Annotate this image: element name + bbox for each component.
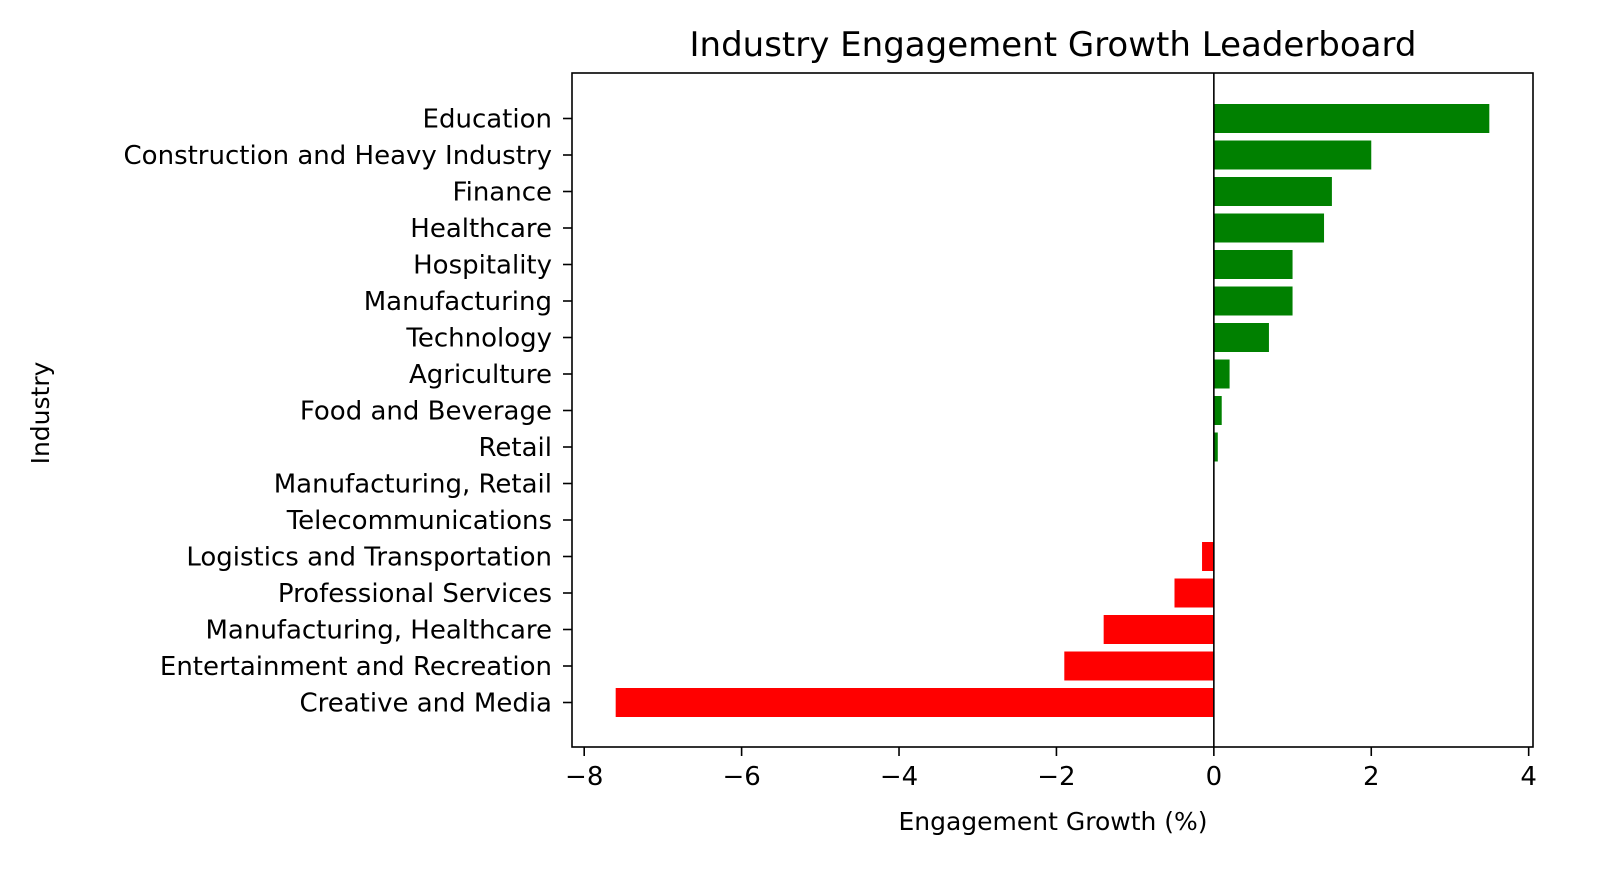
y-axis-label: Industry xyxy=(26,361,55,464)
x-tick-label: 4 xyxy=(1520,762,1537,792)
bar xyxy=(1213,359,1230,389)
bar xyxy=(1174,578,1214,608)
bar xyxy=(1103,615,1214,644)
y-tick-label: Technology xyxy=(405,324,552,354)
bar xyxy=(1213,250,1293,279)
y-tick-label: Professional Services xyxy=(278,579,552,609)
bar xyxy=(1213,104,1490,133)
x-tick-label: −8 xyxy=(565,762,603,792)
x-tick-label: 2 xyxy=(1363,762,1380,792)
x-tick-label: 0 xyxy=(1206,762,1223,792)
y-axis-ticks: Education Construction and Heavy Industry… xyxy=(124,105,572,719)
bar xyxy=(1213,323,1269,352)
bar xyxy=(1202,542,1214,571)
y-tick-label: Food and Beverage xyxy=(300,397,552,427)
y-tick-label: Agriculture xyxy=(409,360,552,390)
x-axis-ticks: −8 −6 −4 −2 0 2 4 xyxy=(565,747,1537,792)
bar xyxy=(1213,140,1372,170)
y-tick-label: Creative and Media xyxy=(299,689,552,719)
chart-title: Industry Engagement Growth Leaderboard xyxy=(690,25,1417,65)
bar xyxy=(1213,286,1293,316)
bar xyxy=(615,688,1214,717)
plot-frame xyxy=(571,72,1534,748)
bar xyxy=(1213,432,1218,462)
y-tick-label: Construction and Heavy Industry xyxy=(124,141,552,171)
y-tick-label: Education xyxy=(423,105,552,135)
y-tick-label: Finance xyxy=(453,178,552,208)
y-tick-label: Manufacturing, Retail xyxy=(274,470,552,500)
y-tick-label: Manufacturing xyxy=(364,287,552,317)
x-tick-label: −4 xyxy=(880,762,918,792)
y-tick-label: Retail xyxy=(479,433,552,463)
bar xyxy=(1213,396,1222,425)
bars xyxy=(615,104,1490,717)
bar xyxy=(1213,213,1325,243)
bar xyxy=(1213,177,1332,206)
bar xyxy=(1064,651,1214,681)
y-tick-label: Healthcare xyxy=(410,214,552,244)
y-tick-label: Logistics and Transportation xyxy=(186,543,552,573)
y-tick-label: Telecommunications xyxy=(286,506,552,536)
x-axis-label: Engagement Growth (%) xyxy=(898,807,1207,836)
y-tick-label: Hospitality xyxy=(413,251,552,281)
y-tick-label: Entertainment and Recreation xyxy=(160,652,552,682)
y-tick-label: Manufacturing, Healthcare xyxy=(205,616,552,646)
x-tick-label: −6 xyxy=(722,762,760,792)
x-tick-label: −2 xyxy=(1037,762,1075,792)
